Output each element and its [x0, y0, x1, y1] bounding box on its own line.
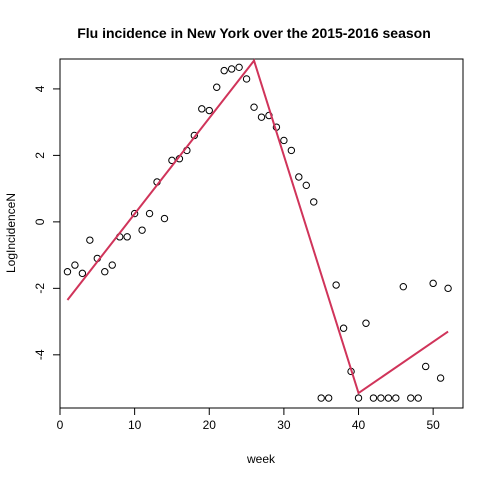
data-point	[317, 394, 325, 402]
data-point	[310, 198, 318, 206]
data-point	[198, 105, 206, 113]
data-point	[78, 269, 87, 278]
data-point	[123, 233, 131, 241]
data-point	[377, 394, 385, 402]
x-tick-label: 0	[57, 418, 64, 432]
y-tick-label: -2	[33, 283, 47, 294]
data-point	[295, 173, 303, 181]
data-point	[436, 374, 445, 382]
data-point	[392, 394, 400, 402]
data-point	[63, 268, 72, 276]
y-tick-label: 0	[33, 218, 47, 225]
data-point	[227, 65, 236, 73]
y-axis-label: LogIncidenceN	[4, 193, 18, 273]
data-point	[145, 209, 154, 218]
data-point	[235, 63, 243, 72]
y-tick-label: -4	[33, 349, 47, 360]
data-point	[302, 181, 310, 190]
data-point	[242, 75, 251, 83]
x-tick-label: 40	[352, 418, 366, 432]
data-point	[421, 362, 430, 371]
y-tick-label: 2	[33, 152, 47, 159]
data-point	[160, 214, 169, 223]
y-tick-label: 4	[33, 85, 47, 92]
data-point	[138, 226, 146, 234]
x-tick-label: 20	[203, 418, 217, 432]
data-point	[71, 261, 79, 269]
data-point	[332, 281, 340, 289]
fit-line-group	[66, 58, 449, 395]
y-axis: -4 -2 0 2 4	[33, 85, 60, 360]
data-point	[429, 279, 437, 288]
data-point	[205, 106, 213, 115]
data-point	[407, 394, 415, 402]
data-point	[220, 66, 228, 75]
x-tick-label: 30	[277, 418, 291, 432]
data-point	[101, 268, 109, 276]
data-point	[130, 209, 139, 218]
data-point	[250, 103, 258, 111]
plot-frame	[59, 58, 464, 409]
x-tick-label: 10	[128, 418, 142, 432]
fit-line	[66, 58, 449, 395]
x-axis: 0 10 20 30 40 50	[57, 408, 440, 432]
data-point	[108, 261, 116, 269]
data-point	[213, 83, 221, 91]
scatter-points	[63, 63, 452, 402]
data-point	[280, 136, 288, 145]
data-point	[384, 394, 393, 402]
x-axis-label: week	[246, 452, 276, 466]
data-point	[369, 394, 378, 402]
data-point	[287, 146, 296, 155]
data-point	[324, 394, 333, 402]
data-point	[86, 236, 94, 244]
data-point	[414, 394, 422, 402]
data-point	[339, 324, 348, 332]
x-tick-label: 50	[426, 418, 440, 432]
chart-title: Flu incidence in New York over the 2015-…	[77, 25, 431, 41]
data-point	[257, 113, 266, 121]
data-point	[444, 284, 452, 293]
data-point	[399, 282, 407, 291]
data-point	[354, 394, 363, 402]
data-point	[362, 319, 370, 327]
